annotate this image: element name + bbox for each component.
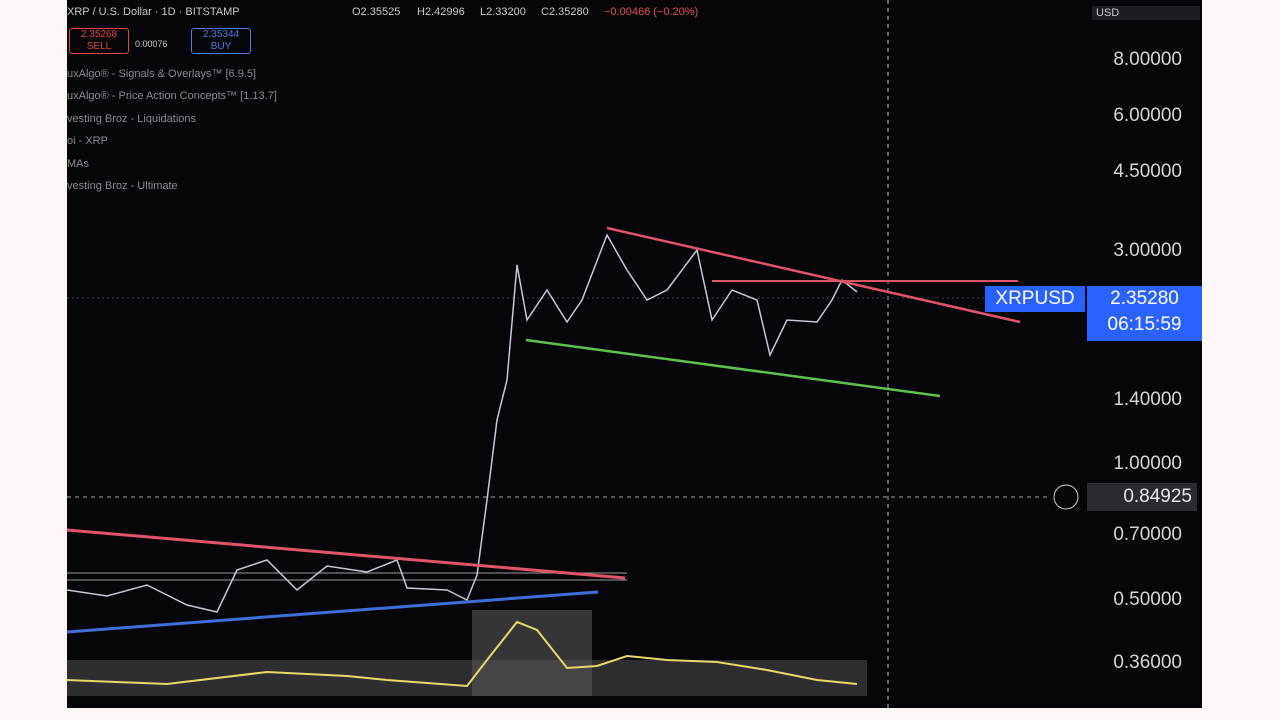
volume-average bbox=[67, 620, 858, 688]
sell-price: 2.35268 bbox=[80, 29, 118, 40]
price-series bbox=[67, 233, 858, 613]
symbol-label: XRPUSD bbox=[985, 286, 1085, 312]
crosshair-price: 0.84925 bbox=[1087, 483, 1197, 511]
ohlc: H2.42996 bbox=[417, 6, 465, 18]
last-price: 2.35280 bbox=[1110, 288, 1179, 309]
buy-button[interactable]: 2.35344 BUY bbox=[191, 28, 251, 54]
ohlc: C2.35280 bbox=[541, 6, 589, 18]
trend-line bbox=[606, 226, 1021, 324]
currency-select[interactable]: USD bbox=[1092, 6, 1200, 20]
chart-panel: XRP / U.S. Dollar · 1D · BITSTAMP O2.355… bbox=[67, 0, 1202, 708]
price-axis-label: 8.00000 bbox=[1113, 49, 1182, 70]
price-axis-label: 4.50000 bbox=[1113, 161, 1182, 182]
indicator: MAs bbox=[67, 157, 89, 170]
price-axis-label: 6.00000 bbox=[1113, 105, 1182, 126]
ohlc: O2.35525 bbox=[352, 6, 401, 18]
price-axis-label: 0.36000 bbox=[1113, 652, 1182, 673]
price-axis-label: 1.40000 bbox=[1113, 389, 1182, 410]
support-line bbox=[525, 338, 941, 398]
price-axis-label: 0.50000 bbox=[1113, 589, 1182, 610]
indicator: vesting Broz - Ultimate bbox=[67, 180, 178, 192]
spread: 0.00076 bbox=[135, 39, 168, 49]
indicator: uxAlgo® - Price Action Concepts™ [1.13.7… bbox=[67, 90, 277, 103]
price-axis-label: 1.00000 bbox=[1113, 453, 1182, 474]
ohlc: L2.33200 bbox=[480, 6, 526, 18]
change: −0.00466 (−0.20%) bbox=[604, 6, 699, 18]
price-axis-label: 3.00000 bbox=[1113, 240, 1182, 261]
symbol: XRP / U.S. Dollar · 1D · BITSTAMP bbox=[67, 6, 240, 18]
chart-drawing bbox=[67, 0, 1079, 708]
buy-price: 2.35344 bbox=[202, 29, 240, 40]
indicator: uxAlgo® - Signals & Overlays™ [6.9.5] bbox=[67, 68, 257, 80]
add-icon[interactable] bbox=[1053, 484, 1079, 510]
indicator: oi - XRP bbox=[67, 135, 108, 148]
last-price-box: 2.35280 06:15:59 bbox=[1087, 286, 1202, 341]
sell-label: SELL bbox=[86, 41, 112, 52]
indicator: vesting Broz - Liquidations bbox=[67, 112, 197, 125]
sell-button[interactable]: 2.35268 SELL bbox=[69, 28, 129, 54]
price-axis-label: 0.70000 bbox=[1113, 524, 1182, 545]
countdown: 06:15:59 bbox=[1107, 314, 1182, 335]
buy-label: BUY bbox=[210, 41, 232, 52]
trend-line bbox=[67, 528, 626, 580]
trend-line bbox=[67, 590, 599, 634]
